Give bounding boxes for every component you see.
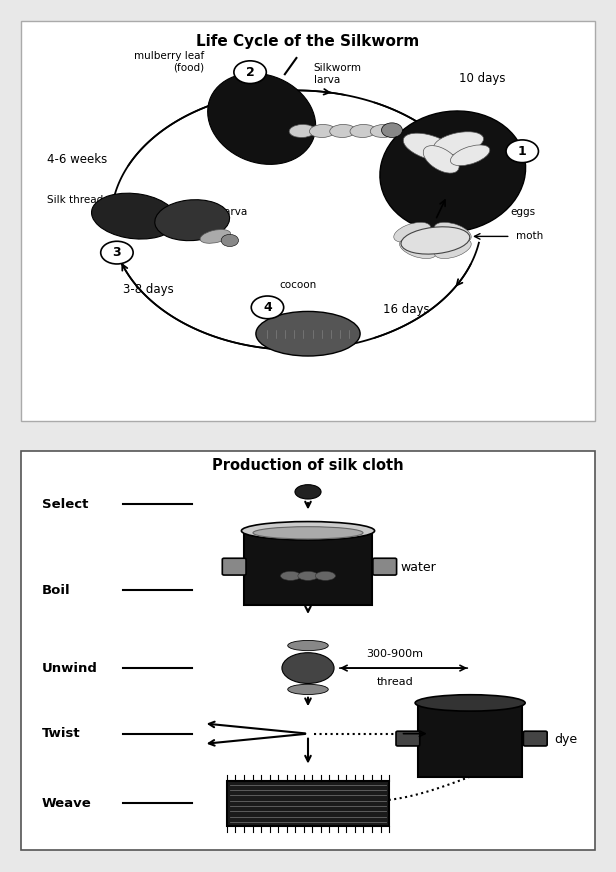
Text: Unwind: Unwind <box>42 662 97 675</box>
Circle shape <box>221 235 238 247</box>
Ellipse shape <box>295 485 321 499</box>
Ellipse shape <box>92 194 177 239</box>
Ellipse shape <box>155 200 230 241</box>
Text: 4: 4 <box>263 301 272 314</box>
Ellipse shape <box>298 571 318 581</box>
Text: eggs: eggs <box>511 207 536 217</box>
Text: Select: Select <box>42 498 88 511</box>
Ellipse shape <box>208 73 315 164</box>
FancyBboxPatch shape <box>373 558 397 575</box>
Ellipse shape <box>400 239 437 258</box>
Ellipse shape <box>315 571 336 581</box>
FancyBboxPatch shape <box>22 22 594 421</box>
FancyBboxPatch shape <box>22 451 594 850</box>
Text: 4-6 weeks: 4-6 weeks <box>47 153 108 166</box>
Ellipse shape <box>401 227 470 254</box>
Ellipse shape <box>256 311 360 356</box>
Text: 3: 3 <box>113 246 121 259</box>
Circle shape <box>234 61 266 84</box>
Text: Silkworm
larva: Silkworm larva <box>314 64 362 85</box>
Ellipse shape <box>380 111 525 232</box>
Text: moth: moth <box>516 231 544 242</box>
Text: 3-8 days: 3-8 days <box>123 283 174 296</box>
Ellipse shape <box>282 653 334 684</box>
Text: thread: thread <box>376 678 413 687</box>
Text: cocoon: cocoon <box>279 280 316 290</box>
FancyBboxPatch shape <box>418 703 522 777</box>
Text: 16 days: 16 days <box>383 303 430 316</box>
Ellipse shape <box>288 685 328 694</box>
Text: Weave: Weave <box>42 797 91 810</box>
Ellipse shape <box>289 125 315 138</box>
Ellipse shape <box>434 222 471 242</box>
Ellipse shape <box>423 146 459 174</box>
Ellipse shape <box>200 229 230 243</box>
Text: mulberry leaf
(food): mulberry leaf (food) <box>134 51 204 73</box>
Text: water: water <box>400 562 436 574</box>
Ellipse shape <box>450 145 490 166</box>
FancyBboxPatch shape <box>245 531 371 604</box>
Ellipse shape <box>241 521 375 540</box>
Text: dye: dye <box>554 733 577 746</box>
Text: 1: 1 <box>518 145 527 158</box>
Text: Boil: Boil <box>42 583 70 596</box>
Text: 2: 2 <box>246 65 254 78</box>
Text: Twist: Twist <box>42 727 80 740</box>
Circle shape <box>251 296 284 318</box>
Circle shape <box>506 140 538 162</box>
Circle shape <box>381 123 402 138</box>
Ellipse shape <box>403 133 456 161</box>
FancyBboxPatch shape <box>222 558 246 575</box>
Text: larva: larva <box>221 207 248 217</box>
Text: Production of silk cloth: Production of silk cloth <box>212 458 404 473</box>
Ellipse shape <box>394 222 431 242</box>
Circle shape <box>100 242 133 264</box>
Ellipse shape <box>434 132 484 154</box>
Ellipse shape <box>350 125 376 138</box>
Text: Life Cycle of the Silkworm: Life Cycle of the Silkworm <box>197 34 419 50</box>
Ellipse shape <box>280 571 301 581</box>
Text: 10 days: 10 days <box>458 72 505 85</box>
Ellipse shape <box>434 239 471 258</box>
Text: 300-900m: 300-900m <box>367 649 423 658</box>
FancyBboxPatch shape <box>227 780 389 826</box>
Ellipse shape <box>288 640 328 651</box>
Ellipse shape <box>330 125 356 138</box>
Ellipse shape <box>309 125 336 138</box>
FancyBboxPatch shape <box>396 732 419 746</box>
Ellipse shape <box>253 527 363 539</box>
Ellipse shape <box>415 695 525 712</box>
FancyBboxPatch shape <box>524 732 547 746</box>
Ellipse shape <box>370 125 396 138</box>
Text: Silk thread: Silk thread <box>47 195 103 205</box>
